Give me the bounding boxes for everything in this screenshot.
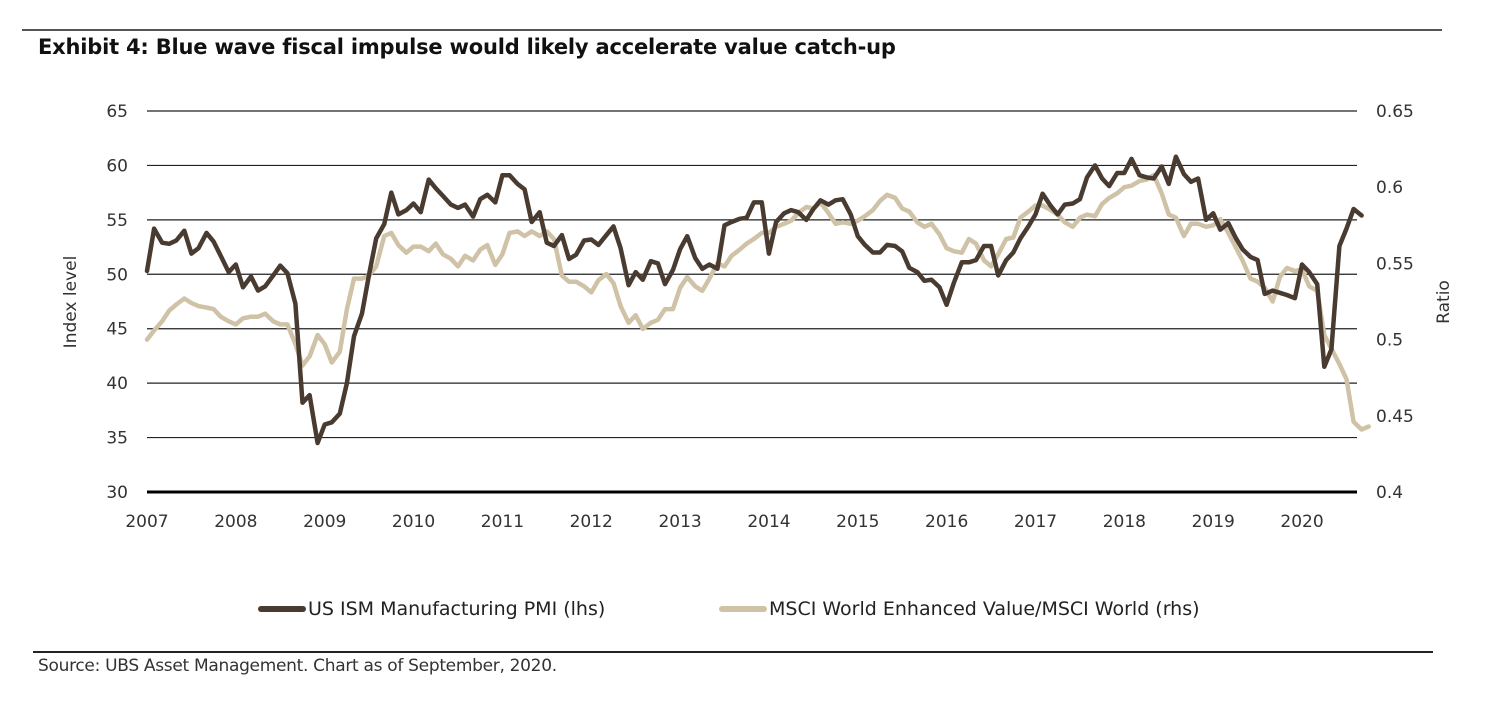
y-tick-label: 65 bbox=[106, 102, 128, 122]
x-tick-label: 2007 bbox=[125, 512, 168, 532]
x-tick-label: 2015 bbox=[836, 512, 879, 532]
series-lines bbox=[144, 154, 1371, 446]
x-tick-label: 2019 bbox=[1192, 512, 1235, 532]
top-rule bbox=[22, 29, 1442, 31]
y2-tick-label: 0.65 bbox=[1376, 102, 1414, 122]
series-line-value-ratio bbox=[144, 172, 1371, 432]
legend-swatch-ratio bbox=[719, 606, 767, 612]
x-tick-label: 2016 bbox=[925, 512, 968, 532]
legend-item-pmi: US ISM Manufacturing PMI (lhs) bbox=[258, 598, 605, 620]
x-tick-label: 2012 bbox=[570, 512, 613, 532]
x-axis-ticks: 2007 2008 2009 2010 2011 2012 2013 2014 2015 2016… bbox=[125, 512, 1323, 532]
chart-title: Exhibit 4: Blue wave fiscal impulse woul… bbox=[38, 35, 896, 59]
y-axis-left-ticks: 65 60 55 50 45 40 35 30 bbox=[106, 102, 128, 503]
y2-tick-label: 0.55 bbox=[1376, 254, 1414, 274]
x-tick-label: 2018 bbox=[1103, 512, 1146, 532]
y2-tick-label: 0.6 bbox=[1376, 178, 1403, 198]
y-axis-left-title: Index level bbox=[61, 256, 81, 349]
legend-swatch-pmi bbox=[258, 606, 306, 612]
y2-tick-label: 0.45 bbox=[1376, 407, 1414, 427]
y-tick-label: 35 bbox=[106, 429, 128, 449]
x-tick-label: 2010 bbox=[392, 512, 435, 532]
source-note: Source: UBS Asset Management. Chart as o… bbox=[38, 656, 557, 676]
legend-label-ratio: MSCI World Enhanced Value/MSCI World (rh… bbox=[769, 598, 1200, 620]
x-tick-label: 2020 bbox=[1280, 512, 1323, 532]
gridlines bbox=[147, 110, 1357, 494]
y-tick-label: 40 bbox=[106, 374, 128, 394]
x-tick-label: 2009 bbox=[303, 512, 346, 532]
legend-item-ratio: MSCI World Enhanced Value/MSCI World (rh… bbox=[719, 598, 1200, 620]
x-tick-label: 2008 bbox=[214, 512, 257, 532]
x-tick-label: 2014 bbox=[747, 512, 790, 532]
x-tick-label: 2017 bbox=[1014, 512, 1057, 532]
x-tick-label: 2011 bbox=[481, 512, 524, 532]
y-tick-label: 55 bbox=[106, 211, 128, 231]
y2-tick-label: 0.4 bbox=[1376, 483, 1403, 503]
legend-label-pmi: US ISM Manufacturing PMI (lhs) bbox=[308, 598, 606, 620]
y2-tick-label: 0.5 bbox=[1376, 331, 1403, 351]
series-line-pmi bbox=[144, 154, 1364, 446]
y-axis-right-title: Ratio bbox=[1434, 280, 1454, 324]
y-tick-label: 50 bbox=[106, 265, 128, 285]
y-tick-label: 60 bbox=[106, 156, 128, 176]
y-axis-right-ticks: 0.65 0.6 0.55 0.5 0.45 0.4 bbox=[1376, 102, 1414, 503]
x-tick-label: 2013 bbox=[658, 512, 701, 532]
y-tick-label: 45 bbox=[106, 320, 128, 340]
bottom-rule bbox=[33, 651, 1433, 653]
legend: US ISM Manufacturing PMI (lhs) MSCI Worl… bbox=[0, 598, 1500, 628]
y-tick-label: 30 bbox=[106, 483, 128, 503]
